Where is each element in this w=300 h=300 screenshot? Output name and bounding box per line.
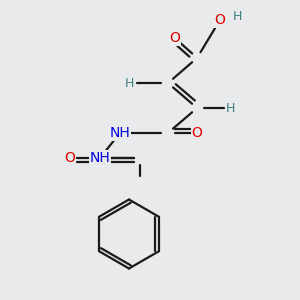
Text: H: H: [233, 10, 243, 23]
Text: O: O: [169, 31, 180, 45]
Text: H: H: [125, 76, 135, 90]
Text: NH: NH: [89, 151, 110, 165]
Text: O: O: [192, 126, 203, 140]
Text: O: O: [214, 13, 225, 27]
Text: NH: NH: [110, 126, 130, 140]
Text: O: O: [64, 151, 75, 165]
Text: H: H: [225, 101, 235, 115]
